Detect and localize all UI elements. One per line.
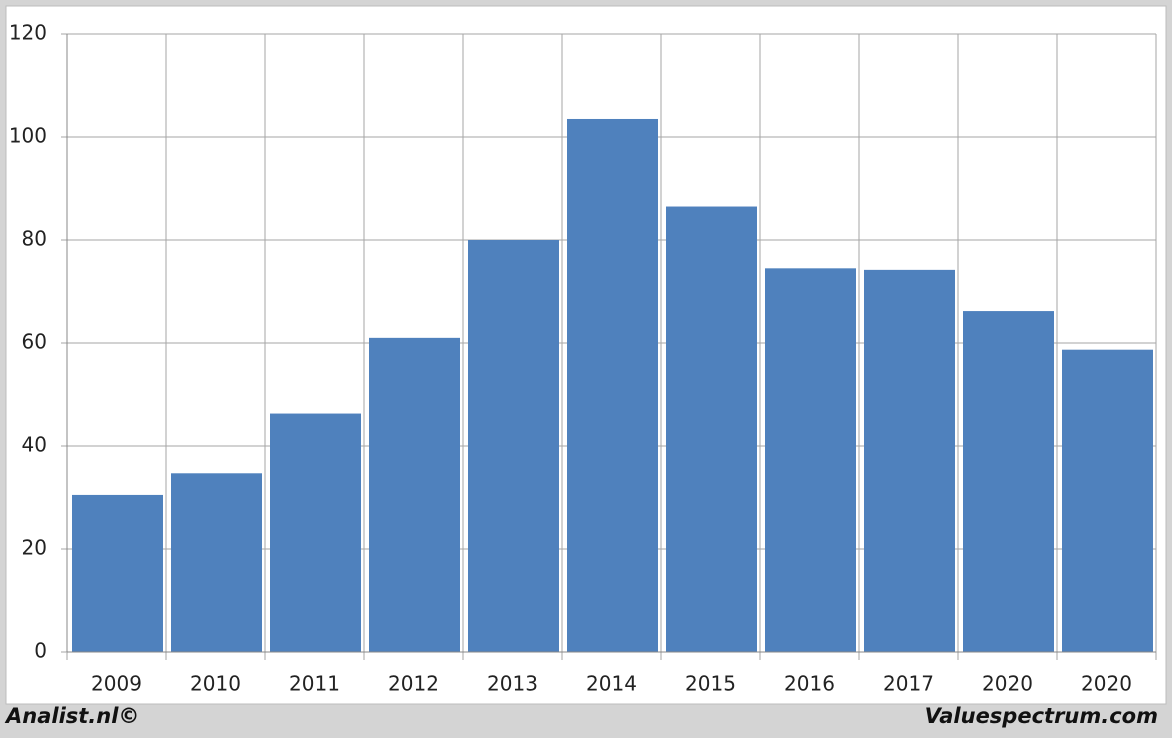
x-tick-label: 2010 (190, 672, 241, 696)
bar (765, 268, 856, 652)
bar (270, 413, 361, 652)
bar (864, 269, 955, 652)
x-tick-label: 2016 (784, 672, 835, 696)
bar (468, 240, 559, 652)
source-left: Analist.nl© (4, 704, 139, 728)
x-tick-label: 2013 (487, 672, 538, 696)
bar (567, 118, 658, 653)
bar (1062, 349, 1153, 652)
x-tick-label: 2011 (289, 672, 340, 696)
bar (369, 337, 460, 652)
x-tick-label: 2012 (388, 672, 439, 696)
y-tick-label: 0 (34, 639, 47, 663)
x-tick-label: 2014 (586, 672, 637, 696)
y-tick-label: 80 (22, 227, 47, 251)
source-right: Valuespectrum.com (925, 704, 1158, 728)
y-tick-label: 120 (9, 21, 47, 45)
x-tick-label: 2009 (91, 672, 142, 696)
x-tick-label: 2015 (685, 672, 736, 696)
x-tick-label: 2017 (883, 672, 934, 696)
x-tick-label: 2020 (982, 672, 1033, 696)
y-tick-label: 20 (22, 536, 47, 560)
bar (666, 206, 757, 652)
y-tick-label: 100 (9, 124, 47, 148)
bar (72, 494, 163, 652)
y-tick-label: 40 (22, 433, 47, 457)
x-tick-label: 2020 (1081, 672, 1132, 696)
bar (963, 311, 1054, 652)
y-tick-label: 60 (22, 330, 47, 354)
bar (171, 473, 262, 652)
